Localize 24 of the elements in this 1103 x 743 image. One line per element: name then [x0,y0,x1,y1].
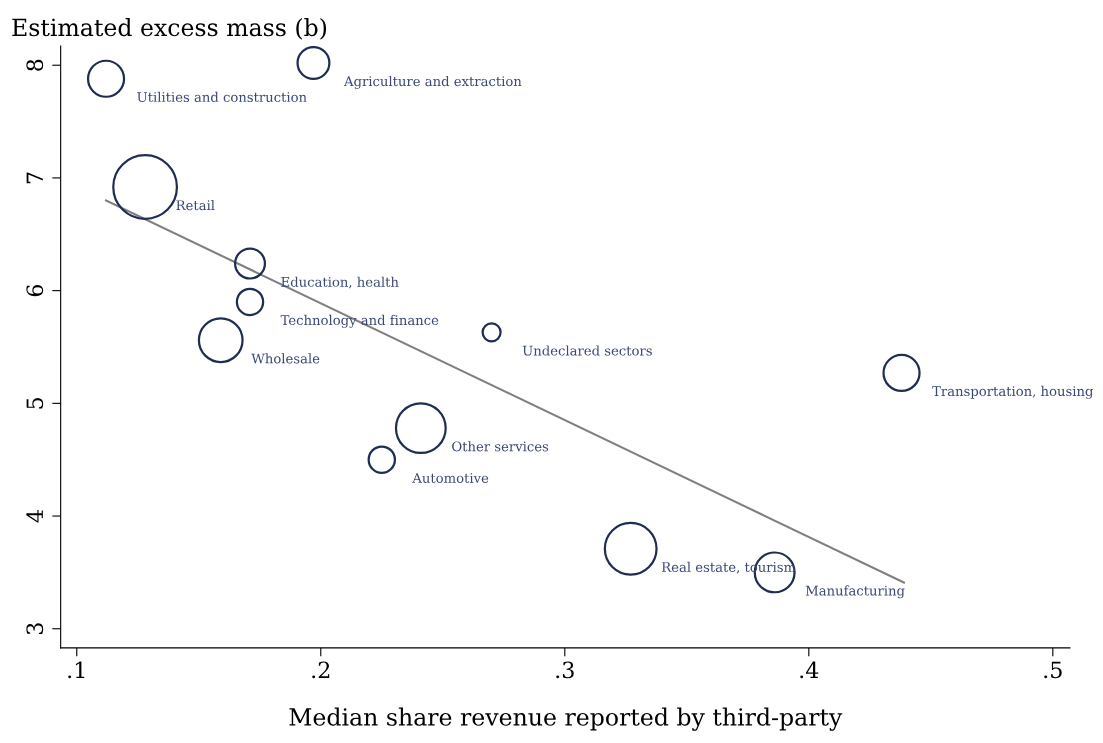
annotation: Transportation, housing [932,385,1094,399]
annotation: Automotive [412,473,489,483]
y-tick-label: 6 [26,284,44,297]
annotation: Undeclared sectors [522,345,652,356]
x-tick-label: .2 [312,661,330,679]
y-tick-label: 4 [26,510,43,523]
y-tick-label: 5 [26,397,44,409]
annotation: Utilities and construction [137,91,307,103]
y-axis-title: Estimated excess mass (b) [12,18,327,40]
annotation: Technology and finance [280,314,439,328]
annotation: Manufacturing [805,585,905,599]
y-tick-label: 8 [26,59,44,71]
annotation: Retail [176,200,215,211]
annotation: Agriculture and extraction [343,75,522,89]
y-tick-label: 7 [26,172,43,184]
annotation: Education, health [281,276,399,289]
annotation: Other services [452,441,549,452]
x-tick-label: .1 [68,661,85,679]
annotation: Wholesale [251,353,320,364]
x-tick-label: .4 [800,661,819,679]
x-tick-label: .5 [1044,661,1062,679]
x-tick-label: .3 [556,661,574,679]
x-axis-title: Median share revenue reported by third-party [289,707,843,731]
y-tick-label: 3 [26,623,44,635]
